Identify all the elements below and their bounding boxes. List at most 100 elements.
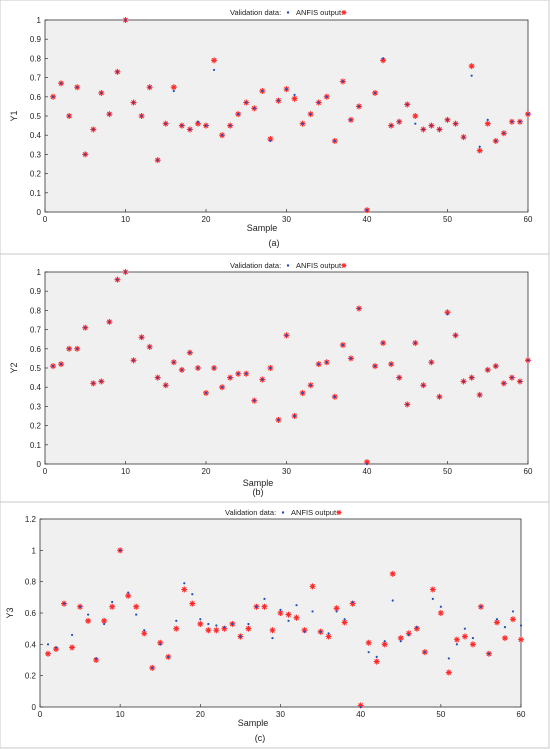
- validation-point: [84, 153, 87, 156]
- validation-point: [495, 618, 499, 621]
- panel-a-legend-anfis-marker: [341, 10, 347, 15]
- validation-point: [295, 604, 298, 607]
- validation-point: [279, 608, 282, 611]
- panel-b-legend-anfis-marker: [341, 263, 347, 268]
- validation-point: [422, 128, 425, 131]
- validation-point: [303, 630, 306, 633]
- validation-point: [245, 101, 248, 104]
- validation-point: [191, 593, 194, 596]
- panel-b-legend-validation-marker: [286, 264, 290, 267]
- validation-point: [470, 74, 473, 77]
- validation-point: [479, 605, 483, 608]
- anfis-point: [349, 600, 356, 607]
- validation-point: [124, 18, 127, 22]
- validation-point: [398, 376, 401, 379]
- validation-point: [51, 364, 55, 368]
- validation-point: [317, 363, 320, 366]
- validation-point: [119, 549, 122, 552]
- panel-b-y-ticks: 0 0.1 0.2 0.3 0.4 0.5 0.6 0.7 0.8 0.9 1: [30, 268, 48, 469]
- validation-point: [423, 651, 426, 654]
- validation-point: [68, 347, 71, 350]
- validation-point: [317, 101, 320, 104]
- anfis-point: [205, 627, 212, 634]
- validation-point: [269, 139, 272, 143]
- validation-point: [311, 610, 314, 613]
- panel-b-legend-validation-label: Validation data:: [230, 261, 281, 270]
- anfis-point: [381, 641, 388, 648]
- y-tick-label: 0.2: [30, 170, 42, 179]
- anfis-point: [157, 639, 164, 646]
- anfis-point: [412, 113, 419, 119]
- validation-point: [229, 376, 232, 379]
- anfis-point: [493, 619, 500, 626]
- y-tick-label: 1: [32, 546, 37, 555]
- validation-point: [62, 602, 66, 605]
- validation-point: [518, 120, 522, 123]
- x-tick-label: 20: [202, 467, 211, 476]
- validation-point: [301, 122, 304, 125]
- panel-b-marks: [50, 269, 531, 466]
- panel-c-legend-anfis-label: ANFIS output:: [291, 508, 338, 517]
- validation-point: [518, 380, 522, 383]
- anfis-point: [245, 625, 252, 632]
- y-tick-label: 0.4: [30, 383, 42, 392]
- y-tick-label: 0.8: [30, 306, 42, 315]
- validation-point: [151, 666, 154, 669]
- y-tick-label: 0.4: [30, 131, 42, 140]
- anfis-point: [309, 583, 316, 590]
- anfis-point: [509, 616, 516, 623]
- anfis-point: [437, 610, 444, 616]
- panel-b-caption: (b): [253, 487, 264, 497]
- validation-point: [349, 118, 352, 121]
- validation-point: [510, 120, 513, 123]
- anfis-point: [211, 57, 218, 64]
- y-tick-label: 0.9: [30, 287, 42, 296]
- validation-point: [167, 655, 170, 658]
- validation-point: [221, 386, 224, 389]
- validation-point: [221, 134, 224, 137]
- x-tick-label: 10: [121, 215, 130, 224]
- anfis-point: [444, 309, 451, 316]
- anfis-point: [518, 636, 524, 643]
- anfis-point: [389, 570, 396, 577]
- validation-point: [357, 105, 361, 108]
- validation-point: [261, 89, 264, 93]
- y-tick-label: 0.3: [30, 150, 42, 159]
- validation-point: [212, 366, 216, 370]
- validation-point: [382, 57, 385, 60]
- validation-point: [333, 139, 336, 143]
- validation-point: [494, 139, 497, 143]
- anfis-point: [429, 586, 436, 593]
- validation-point: [526, 112, 530, 116]
- validation-point: [100, 91, 103, 95]
- validation-point: [253, 399, 256, 402]
- validation-point: [478, 145, 481, 148]
- validation-point: [132, 359, 135, 362]
- y-tick-label: 0.2: [30, 422, 42, 431]
- validation-point: [229, 124, 232, 127]
- validation-point: [439, 605, 442, 608]
- anfis-point: [213, 627, 220, 634]
- validation-point: [92, 382, 95, 385]
- y-tick-label: 0.6: [30, 93, 42, 102]
- x-tick-label: 0: [43, 215, 48, 224]
- validation-point: [327, 632, 330, 635]
- validation-point: [164, 384, 167, 387]
- validation-point: [503, 626, 507, 629]
- anfis-point: [333, 605, 340, 612]
- x-tick-label: 40: [363, 215, 372, 224]
- validation-point: [263, 597, 266, 601]
- validation-point: [446, 118, 449, 121]
- validation-point: [135, 613, 138, 616]
- validation-point: [172, 361, 175, 364]
- x-tick-label: 50: [443, 467, 452, 476]
- anfis-point: [405, 630, 412, 637]
- validation-point: [438, 395, 441, 398]
- x-tick-label: 30: [282, 215, 291, 224]
- panel-a-marks: [50, 17, 531, 214]
- validation-point: [76, 347, 79, 350]
- x-tick-label: 10: [116, 710, 125, 719]
- anfis-point: [373, 658, 380, 665]
- validation-point: [148, 86, 151, 89]
- x-tick-label: 50: [443, 215, 452, 224]
